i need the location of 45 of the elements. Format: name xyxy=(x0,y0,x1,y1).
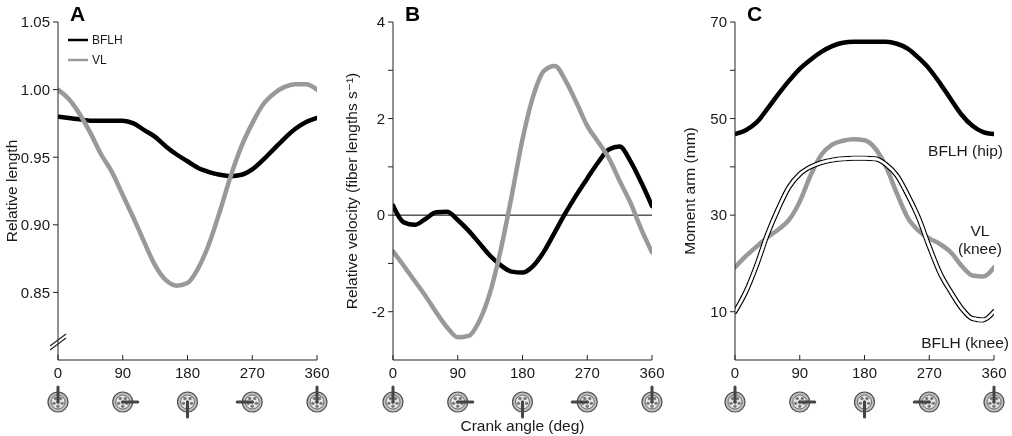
y-tick-label: -2 xyxy=(371,303,385,321)
line-series xyxy=(393,144,652,275)
y-tick-label: 0 xyxy=(376,206,385,224)
x-tick-label: 270 xyxy=(574,363,600,381)
y-tick-label: 50 xyxy=(710,109,727,127)
x-tick-label: 180 xyxy=(509,363,536,381)
series-label: BFLH (hip) xyxy=(928,142,1003,160)
x-axis-title: Crank angle (deg) xyxy=(460,417,585,434)
x-tick-label: 360 xyxy=(981,363,1007,381)
y-tick-label: 2 xyxy=(376,109,385,127)
legend-label: VL xyxy=(92,53,107,68)
y-tick-label: 0.85 xyxy=(20,283,50,301)
x-tick-label: 90 xyxy=(449,363,467,381)
y-tick-label: 4 xyxy=(376,13,385,31)
y-tick-label: 10 xyxy=(710,303,727,321)
x-tick-label: 0 xyxy=(53,363,63,381)
x-tick-label: 90 xyxy=(791,363,809,381)
legend-label: BFLH xyxy=(92,33,123,48)
chart-title: B xyxy=(405,2,421,25)
x-tick-label: 180 xyxy=(851,363,878,381)
y-tick-label: 70 xyxy=(710,13,727,31)
x-tick-label: 360 xyxy=(639,363,665,381)
line-series xyxy=(58,81,317,288)
y-tick-label: 1.00 xyxy=(20,80,50,98)
line-series xyxy=(735,39,994,137)
chart-title: C xyxy=(747,2,763,25)
x-tick-label: 360 xyxy=(304,363,330,381)
y-tick-label: 0.90 xyxy=(20,216,50,234)
y-tick-label: 0.95 xyxy=(20,148,50,166)
y-tick-label: 30 xyxy=(710,206,727,224)
y-axis-title: Moment arm (mm) xyxy=(680,127,698,255)
x-tick-label: 0 xyxy=(730,363,740,381)
line-series xyxy=(393,63,652,340)
y-axis-title: Relative velocity (fiber lengths s⁻¹) xyxy=(342,72,360,310)
x-tick-label: 90 xyxy=(114,363,132,381)
line-series xyxy=(58,114,317,179)
x-tick-label: 270 xyxy=(916,363,942,381)
y-tick-label: 1.05 xyxy=(20,13,50,31)
x-tick-label: 0 xyxy=(388,363,398,381)
series-label: VL (knee) xyxy=(958,222,1002,258)
x-tick-label: 180 xyxy=(174,363,201,381)
y-axis-title: Relative length xyxy=(2,139,20,243)
chart-title: A xyxy=(70,2,86,25)
series-label: BFLH (knee) xyxy=(921,333,1009,351)
x-tick-label: 270 xyxy=(239,363,265,381)
